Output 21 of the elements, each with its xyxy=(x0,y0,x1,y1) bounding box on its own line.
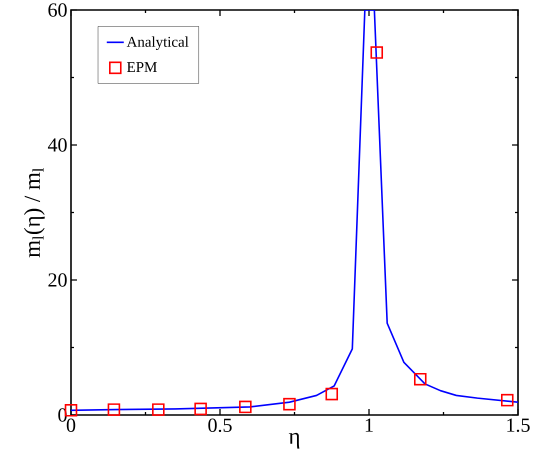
point xyxy=(500,394,514,406)
point xyxy=(194,402,207,416)
y-tick-label: 40 xyxy=(48,138,67,152)
x-tick-label: 1 xyxy=(366,418,373,432)
point xyxy=(108,403,120,416)
x-tick-label: 1.5 xyxy=(507,418,530,432)
line-series xyxy=(71,10,518,412)
legend-label: EPM xyxy=(127,62,157,72)
point xyxy=(152,403,165,416)
x-tick-label: 0.5 xyxy=(208,418,232,432)
point xyxy=(325,388,338,400)
legend-label: Analytical xyxy=(126,36,189,50)
y-tick-label: 20 xyxy=(48,273,67,287)
x-axis-title: η xyxy=(288,432,300,449)
y-axis-title: m$_{l}$(η) / m$_{l}$ xyxy=(24,168,45,258)
x-tick-label: 0 xyxy=(66,418,76,432)
y-tick-label: 60 xyxy=(48,3,67,17)
point xyxy=(283,398,296,410)
point xyxy=(370,46,384,59)
point xyxy=(414,372,427,386)
point xyxy=(239,400,252,414)
